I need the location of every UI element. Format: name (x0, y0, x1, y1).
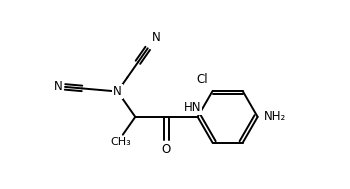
Text: Cl: Cl (196, 73, 208, 86)
Text: CH₃: CH₃ (110, 137, 131, 147)
Text: O: O (162, 143, 171, 156)
Text: HN: HN (184, 101, 201, 114)
Text: N: N (54, 80, 63, 93)
Text: N: N (152, 31, 161, 44)
Text: N: N (113, 85, 122, 98)
Text: NH₂: NH₂ (264, 110, 286, 123)
